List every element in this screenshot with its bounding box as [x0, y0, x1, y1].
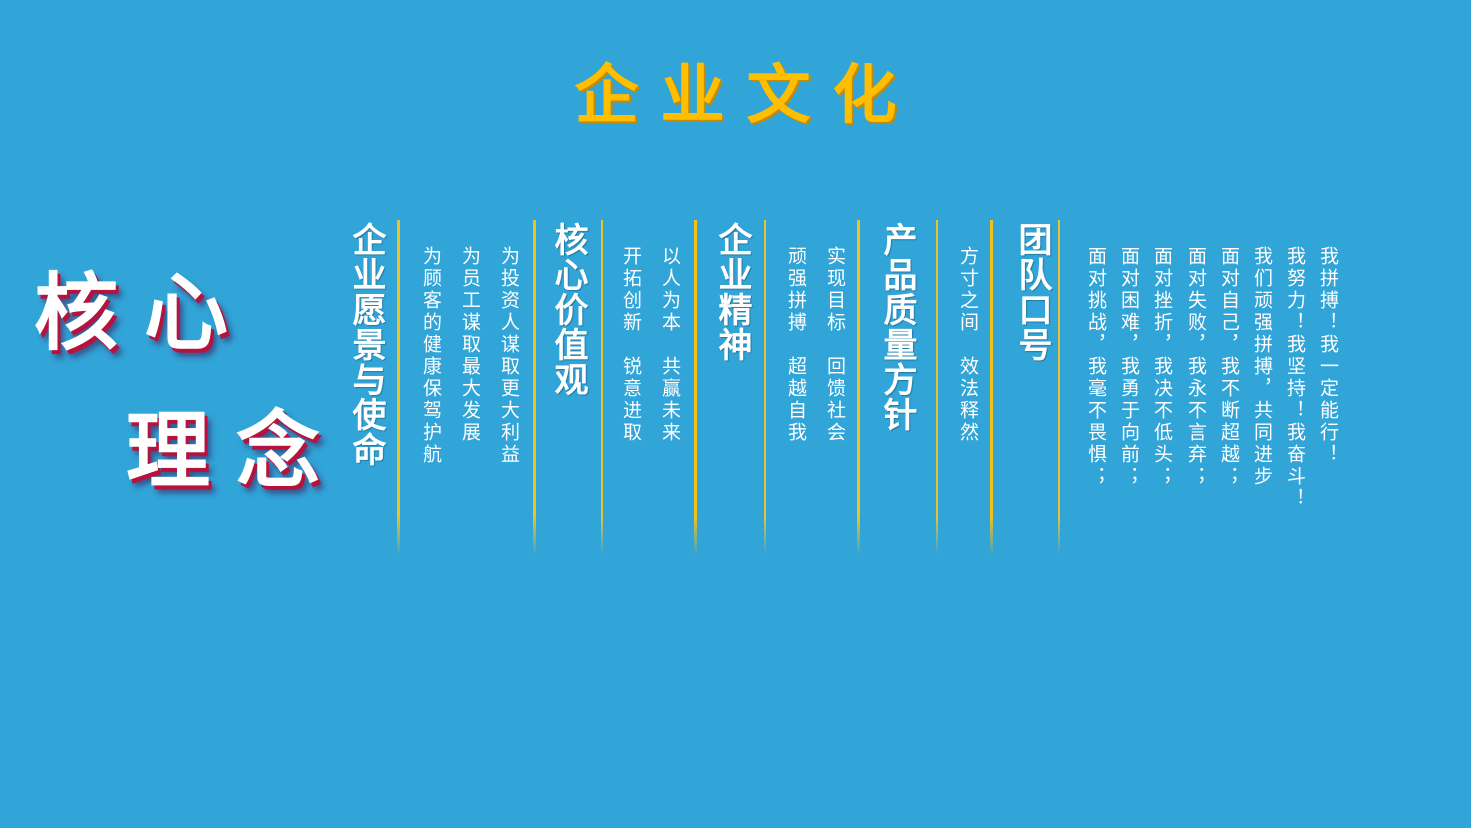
page-title: 企业文化 [574, 58, 919, 133]
section-line-vision-2: 为员工谋取最大发展 [459, 246, 481, 444]
section-heading-team-slogan: 团队口号 [1012, 222, 1052, 362]
section-line-values-2: 开拓创新 锐意进取 [620, 246, 642, 444]
slogan-line-1: 我拼搏！我一定能行！ [1317, 246, 1339, 466]
section-line-spirit-2: 顽强拼搏 超越自我 [785, 246, 807, 444]
divider-line [764, 220, 766, 556]
section-line-spirit-1: 实现目标 回馈社会 [824, 246, 846, 444]
section-line-values-1: 以人为本 共赢未来 [659, 246, 681, 444]
slogan-line-7: 面对困难，我勇于向前； [1118, 246, 1140, 488]
core-title-line-2: 理念 [126, 401, 347, 500]
core-title-line-1: 核心 [34, 263, 255, 362]
divider-line [936, 220, 938, 556]
slogan-line-4: 面对自己，我不断超越； [1218, 246, 1240, 488]
slogan-line-8: 面对挑战，我毫不畏惧； [1085, 246, 1107, 488]
section-heading-spirit: 企业精神 [712, 222, 752, 362]
divider-line [1058, 220, 1060, 556]
section-line-quality-1: 方寸之间 效法释然 [957, 246, 979, 444]
section-heading-quality-policy: 产品质量方针 [877, 222, 917, 432]
divider-line [397, 220, 400, 556]
slogan-line-5: 面对失败，我永不言弃； [1185, 246, 1207, 488]
section-heading-core-values: 核心价值观 [548, 222, 588, 397]
slogan-line-2: 我努力！我坚持！我奋斗！ [1284, 246, 1306, 510]
section-heading-vision-mission: 企业愿景与使命 [346, 222, 386, 467]
divider-line [601, 220, 603, 556]
slogan-line-6: 面对挫折，我决不低头； [1151, 246, 1173, 488]
slogan-line-3: 我们顽强拼搏，共同进步 [1251, 246, 1273, 488]
divider-line [694, 220, 697, 556]
section-line-vision-1: 为投资人谋取更大利益 [498, 246, 520, 466]
divider-line [857, 220, 860, 556]
section-line-vision-3: 为顾客的健康保驾护航 [420, 246, 442, 466]
divider-line [533, 220, 536, 556]
divider-line [990, 220, 993, 556]
